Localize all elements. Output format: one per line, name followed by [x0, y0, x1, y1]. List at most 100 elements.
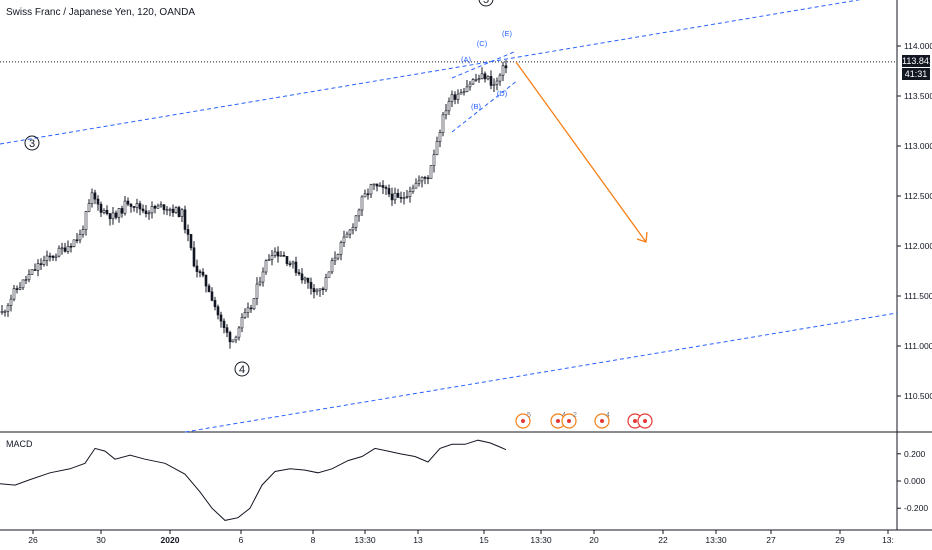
candle-body: [30, 269, 34, 275]
candle-body: [348, 229, 352, 235]
macd-tick-label: 0.000: [904, 476, 926, 486]
candle-body: [420, 177, 424, 182]
candle-body: [393, 192, 397, 201]
candle: [147, 210, 151, 220]
candle-body: [150, 205, 154, 214]
candle-body: [174, 207, 178, 213]
candle: [468, 81, 472, 91]
candle: [474, 73, 478, 82]
candle-body: [33, 269, 37, 271]
candle-body: [246, 307, 250, 313]
candle: [261, 267, 265, 287]
candle-body: [63, 247, 67, 252]
candle: [225, 324, 229, 338]
candle-body: [96, 198, 100, 205]
macd-tick-label: 0.200: [904, 449, 926, 459]
candle-body: [342, 236, 346, 243]
candle: [276, 246, 280, 263]
candle: [252, 298, 256, 311]
candle: [408, 186, 412, 203]
candle: [378, 182, 382, 187]
candle-body: [471, 79, 475, 85]
candle: [111, 207, 115, 225]
candle: [447, 97, 451, 115]
candle: [57, 245, 61, 258]
candle: [240, 313, 244, 333]
candle-body: [438, 132, 442, 142]
candle: [420, 176, 424, 188]
candle: [348, 229, 352, 239]
candle: [372, 183, 376, 190]
time-tick-label: 13:30: [354, 535, 376, 545]
candle: [153, 204, 157, 214]
event-markers: 5424: [515, 412, 653, 429]
candle-body: [444, 110, 448, 116]
candle: [243, 308, 247, 319]
candle-body: [363, 193, 367, 198]
candle: [435, 136, 439, 156]
candle: [12, 284, 16, 302]
candle: [396, 188, 400, 198]
candle: [183, 205, 187, 234]
candle-body: [36, 263, 40, 271]
candle: [366, 188, 370, 200]
candle: [189, 234, 193, 251]
candle: [411, 184, 415, 194]
candle: [453, 91, 457, 105]
candle: [138, 200, 142, 216]
candle-body: [0, 311, 4, 313]
candle: [75, 233, 79, 244]
candle: [357, 208, 361, 222]
candle: [321, 286, 325, 296]
candle: [132, 205, 136, 212]
candle-body: [75, 239, 79, 242]
candle-body: [357, 209, 361, 217]
candle: [135, 198, 139, 214]
candle-body: [228, 332, 232, 343]
candle: [282, 251, 286, 257]
candle-body: [402, 197, 406, 199]
candle: [207, 283, 211, 293]
last-price-tag: 113.841: [902, 55, 932, 67]
candle: [174, 206, 178, 214]
candle-body: [495, 80, 499, 85]
candle-body: [42, 260, 46, 265]
candle-body: [213, 300, 217, 308]
candle-body: [252, 298, 256, 310]
time-tick-label: 8: [311, 535, 316, 545]
candle-body: [276, 251, 280, 257]
candle-body: [144, 210, 148, 214]
candle: [228, 330, 232, 349]
candle-body: [336, 254, 340, 259]
candle: [84, 210, 88, 236]
candle: [444, 103, 448, 120]
candle: [210, 287, 214, 302]
candle-body: [6, 305, 10, 312]
event-count: 2: [573, 412, 577, 419]
time-tick-label: 2020: [161, 535, 180, 545]
candle-body: [315, 289, 319, 293]
candle: [93, 189, 97, 205]
candle-body: [87, 203, 91, 212]
candle: [504, 60, 508, 74]
macd-tick-label: -0.200: [904, 503, 928, 513]
candle: [423, 175, 427, 185]
candle-body: [153, 205, 157, 209]
candle: [204, 274, 208, 293]
candle-body: [162, 204, 166, 211]
candle: [171, 204, 175, 217]
wave-label-text: 4: [239, 364, 245, 376]
candle: [279, 251, 283, 257]
candle: [123, 195, 127, 216]
candle-body: [396, 192, 400, 198]
candle-body: [114, 212, 118, 218]
candle-body: [219, 314, 223, 322]
candle: [339, 240, 343, 261]
event-dot: [633, 419, 637, 423]
candle-body: [204, 274, 208, 287]
candle: [306, 277, 310, 289]
candle-body: [462, 91, 466, 93]
candle-body: [498, 74, 502, 82]
candle: [393, 187, 397, 205]
